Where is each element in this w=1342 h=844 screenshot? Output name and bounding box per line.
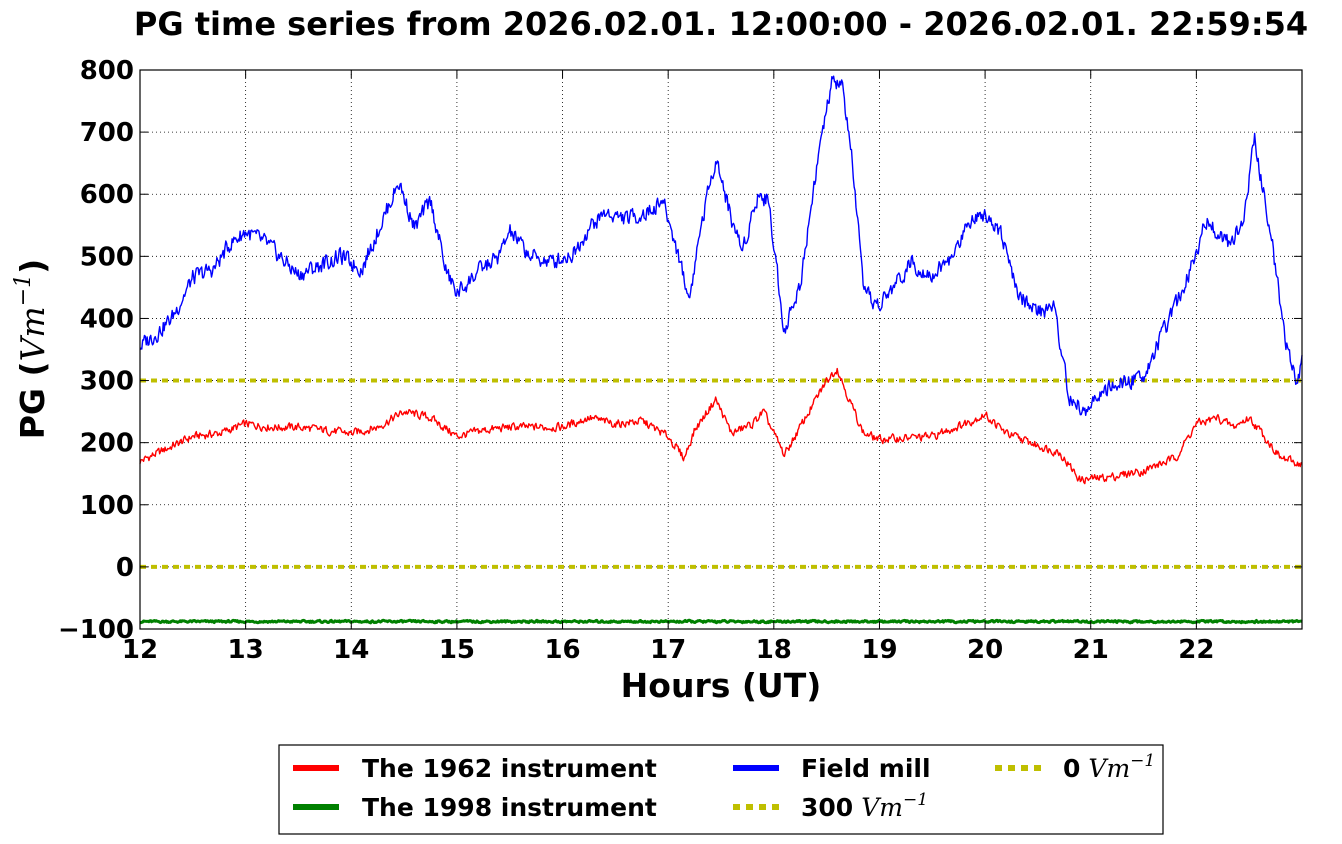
y-axis-label-exponent: −1 <box>11 274 36 306</box>
series-1998-instrument <box>139 618 1303 625</box>
chart-title: PG time series from 2026.02.01. 12:00:00… <box>134 5 1308 43</box>
x-tick-label: 16 <box>544 635 580 665</box>
x-tick-label: 14 <box>333 635 369 665</box>
x-tick-label: 20 <box>967 635 1003 665</box>
y-axis-label-unit: Vm <box>13 306 52 361</box>
legend-label-300: 300 Vm−1 <box>801 790 928 822</box>
y-tick-label: −100 <box>58 615 134 645</box>
y-tick-label: 200 <box>80 429 134 459</box>
y-axis-label: PG (Vm−1) <box>11 259 52 440</box>
legend-label-field-mill: Field mill <box>801 754 931 783</box>
x-tick-label: 13 <box>228 635 264 665</box>
legend-label-1998: The 1998 instrument <box>362 793 657 822</box>
x-tick-label: 21 <box>1073 635 1109 665</box>
y-tick-label: 0 <box>116 553 134 583</box>
legend-label-1962: The 1962 instrument <box>362 754 657 783</box>
y-tick-label: 500 <box>80 242 134 272</box>
plot-area-frame <box>139 69 1303 630</box>
legend-box <box>278 744 1164 835</box>
axis-ticks: 12 13 14 15 16 17 18 19 20 21 22 −100 0 100 200 300 400 5… <box>58 56 1302 665</box>
grid <box>140 70 1302 629</box>
y-axis-label-close: ) <box>13 259 52 274</box>
y-tick-label: 100 <box>80 491 134 521</box>
y-tick-label: 600 <box>80 180 134 210</box>
x-axis-label: Hours (UT) <box>621 666 822 705</box>
series-field-mill <box>139 75 1303 417</box>
x-tick-label: 19 <box>861 635 897 665</box>
y-tick-label: 400 <box>80 304 134 334</box>
x-tick-label: 15 <box>439 635 475 665</box>
x-tick-label: 17 <box>650 635 686 665</box>
legend-label-0: 0 Vm−1 <box>1063 751 1155 783</box>
x-tick-label: 18 <box>756 635 792 665</box>
data-series <box>139 75 1303 625</box>
x-tick-label: 22 <box>1178 635 1214 665</box>
series-1962-instrument <box>139 367 1303 485</box>
y-tick-label: 300 <box>80 367 134 397</box>
y-tick-label: 800 <box>80 56 134 86</box>
y-tick-label: 700 <box>80 118 134 148</box>
x-tick-label: 12 <box>122 635 158 665</box>
y-axis-label-text: PG ( <box>13 361 52 439</box>
legend: The 1962 instrument The 1998 instrument … <box>278 744 1164 835</box>
